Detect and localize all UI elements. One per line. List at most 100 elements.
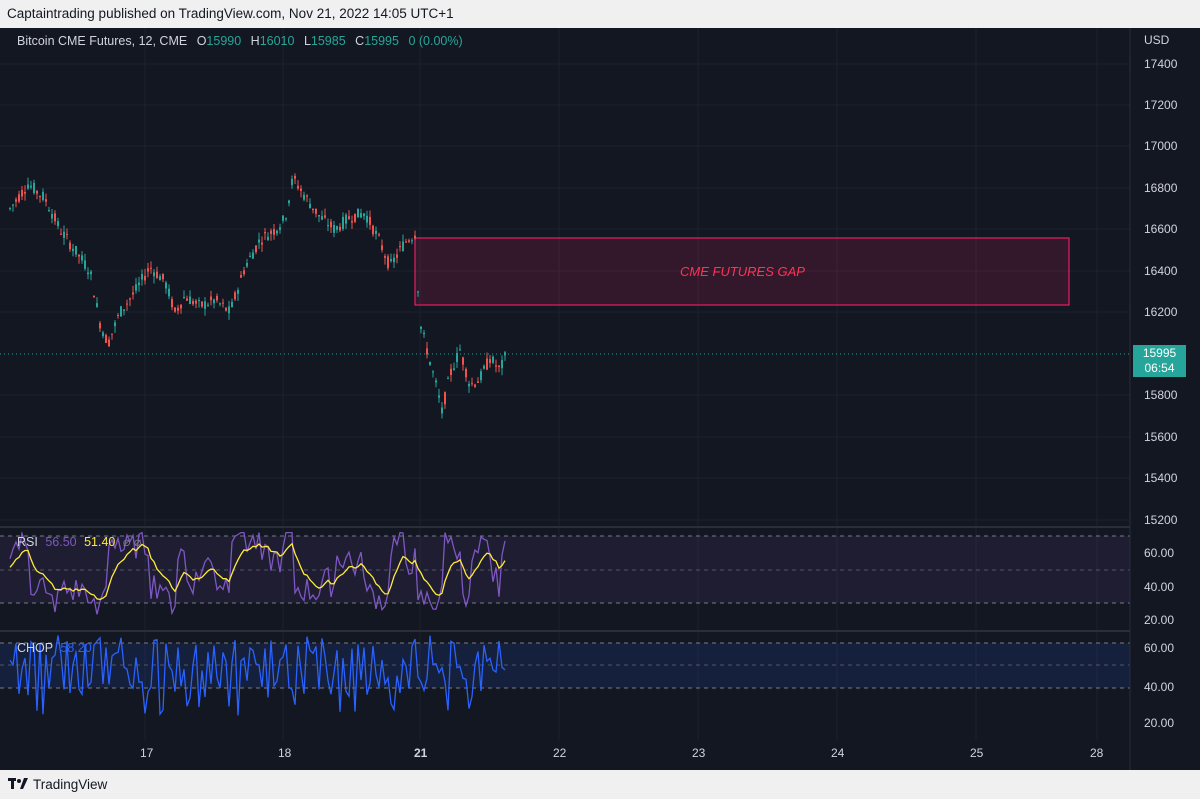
price-tick: 16200	[1144, 305, 1178, 319]
candle-body	[477, 381, 479, 383]
chop-legend[interactable]: CHOP 58.20	[17, 641, 92, 655]
candle-body	[210, 296, 212, 301]
candle-body	[177, 307, 179, 311]
footer-bar: TradingView	[0, 770, 1200, 799]
rsi-legend[interactable]: RSI 56.50 51.40 ⌀ ⌀	[17, 534, 141, 549]
candle-body	[447, 378, 449, 380]
candle-body	[45, 199, 47, 202]
chop-tick: 60.00	[1144, 641, 1175, 655]
candle-body	[9, 207, 11, 209]
price-tick: 17000	[1144, 139, 1178, 153]
candle-body	[432, 371, 434, 373]
candle-body	[72, 248, 74, 252]
price-tick: 17200	[1144, 98, 1178, 112]
candle-body	[126, 303, 128, 305]
candle-body	[117, 314, 119, 316]
candle-body	[399, 246, 401, 248]
time-tick: 24	[831, 746, 845, 760]
candle-body	[57, 221, 59, 227]
candle-body	[360, 213, 362, 218]
candle-body	[486, 358, 488, 370]
footer-brand[interactable]: TradingView	[33, 777, 108, 792]
candle-body	[417, 291, 419, 293]
candle-body	[159, 276, 161, 281]
price-tick: 16400	[1144, 264, 1178, 278]
candle-body	[342, 216, 344, 230]
rsi-band	[0, 536, 1130, 603]
candle-body	[465, 368, 467, 378]
candle-body	[492, 356, 494, 363]
candle-body	[405, 241, 407, 243]
tradingview-logo-icon[interactable]	[8, 778, 28, 792]
candle-body	[324, 215, 326, 218]
candle-body	[375, 230, 377, 234]
candle-body	[222, 302, 224, 304]
time-tick: 22	[553, 746, 567, 760]
candle-body	[315, 208, 317, 214]
candle-body	[108, 339, 110, 347]
low-label: L	[303, 34, 311, 48]
candle-body	[504, 352, 506, 356]
high-value: 16010	[259, 34, 295, 48]
candle-body	[378, 234, 380, 236]
chop-band	[0, 643, 1130, 688]
candle-body	[246, 262, 248, 267]
close-label: C	[355, 34, 365, 48]
candle-body	[33, 182, 35, 194]
candle-body	[438, 395, 440, 398]
time-tick: 23	[692, 746, 706, 760]
candlestick-series	[9, 173, 506, 419]
change-value: 0 (0.00%)	[408, 34, 463, 48]
candle-body	[51, 213, 53, 219]
candle-body	[249, 255, 251, 257]
symbol-legend[interactable]: Bitcoin CME Futures, 12, CME O15990 H160…	[17, 34, 463, 48]
candle-body	[204, 301, 206, 309]
chop-tick: 40.00	[1144, 680, 1175, 694]
candle-body	[123, 309, 125, 311]
last-price-value: 15995	[1142, 346, 1177, 360]
bar-countdown: 06:54	[1144, 361, 1175, 375]
candle-body	[42, 191, 44, 200]
candle-body	[444, 392, 446, 405]
candle-body	[264, 232, 266, 234]
candle-body	[426, 348, 428, 355]
candle-body	[369, 216, 371, 225]
pane-separator	[0, 630, 1130, 632]
price-tick: 16600	[1144, 222, 1178, 236]
candle-body	[279, 227, 281, 230]
candle-body	[363, 213, 365, 217]
candle-body	[63, 231, 65, 238]
candle-body	[333, 224, 335, 233]
low-value: 15985	[310, 34, 346, 48]
candle-body	[147, 268, 149, 272]
time-tick: 21	[414, 746, 428, 760]
rsi-na-icon: ⌀ ⌀	[122, 535, 142, 549]
candle-body	[390, 259, 392, 262]
candle-body	[348, 216, 350, 220]
candle-body	[276, 230, 278, 234]
candle-body	[132, 292, 134, 295]
candle-body	[435, 380, 437, 383]
close-value: 15995	[364, 34, 399, 48]
candle-body	[345, 214, 347, 224]
candle-body	[285, 218, 287, 220]
candle-body	[93, 295, 95, 298]
candle-body	[48, 210, 50, 212]
candle-body	[318, 215, 320, 217]
candle-body	[87, 272, 89, 275]
chart-area[interactable]	[0, 28, 1200, 770]
candle-body	[150, 267, 152, 269]
candle-body	[396, 254, 398, 258]
price-tick: 16800	[1144, 181, 1178, 195]
candle-body	[357, 208, 359, 218]
candle-body	[387, 256, 389, 269]
price-tick: 15200	[1144, 513, 1178, 527]
candle-body	[192, 300, 194, 305]
gap-annotation-label[interactable]: CME FUTURES GAP	[680, 264, 805, 279]
candle-body	[330, 221, 332, 228]
published-bar: Captaintrading published on TradingView.…	[0, 0, 1200, 28]
candle-body	[165, 282, 167, 289]
candle-body	[354, 213, 356, 222]
candle-body	[219, 303, 221, 305]
